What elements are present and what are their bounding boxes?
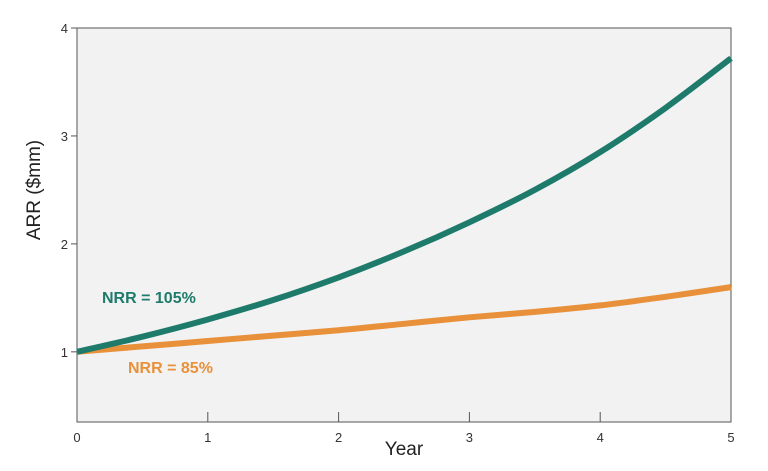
x-tick-label: 0 xyxy=(73,430,80,445)
series-lines xyxy=(76,55,733,355)
series-label-nrr-85: NRR = 85% xyxy=(128,360,213,377)
series-line-0 xyxy=(76,55,733,355)
y-tick-label: 1 xyxy=(61,345,68,360)
series-labels: NRR = 105% NRR = 85% xyxy=(102,290,213,377)
y-axis: 1 2 3 4 xyxy=(61,21,77,360)
plot-area xyxy=(76,27,732,423)
y-tick-label: 4 xyxy=(61,21,68,36)
x-axis: 0 1 2 3 4 5 xyxy=(73,412,735,445)
x-tick-label: 5 xyxy=(727,430,734,445)
x-tick-label: 2 xyxy=(335,430,342,445)
y-axis-title: ARR ($mm) xyxy=(24,140,45,240)
series-line-1 xyxy=(76,284,732,355)
x-axis-title: Year xyxy=(385,439,424,460)
x-tick-label: 4 xyxy=(597,430,604,445)
x-tick-label: 3 xyxy=(466,430,473,445)
y-tick-label: 2 xyxy=(61,237,68,252)
y-tick-label: 3 xyxy=(61,129,68,144)
x-tick-label: 1 xyxy=(204,430,211,445)
series-label-nrr-105: NRR = 105% xyxy=(102,290,196,307)
